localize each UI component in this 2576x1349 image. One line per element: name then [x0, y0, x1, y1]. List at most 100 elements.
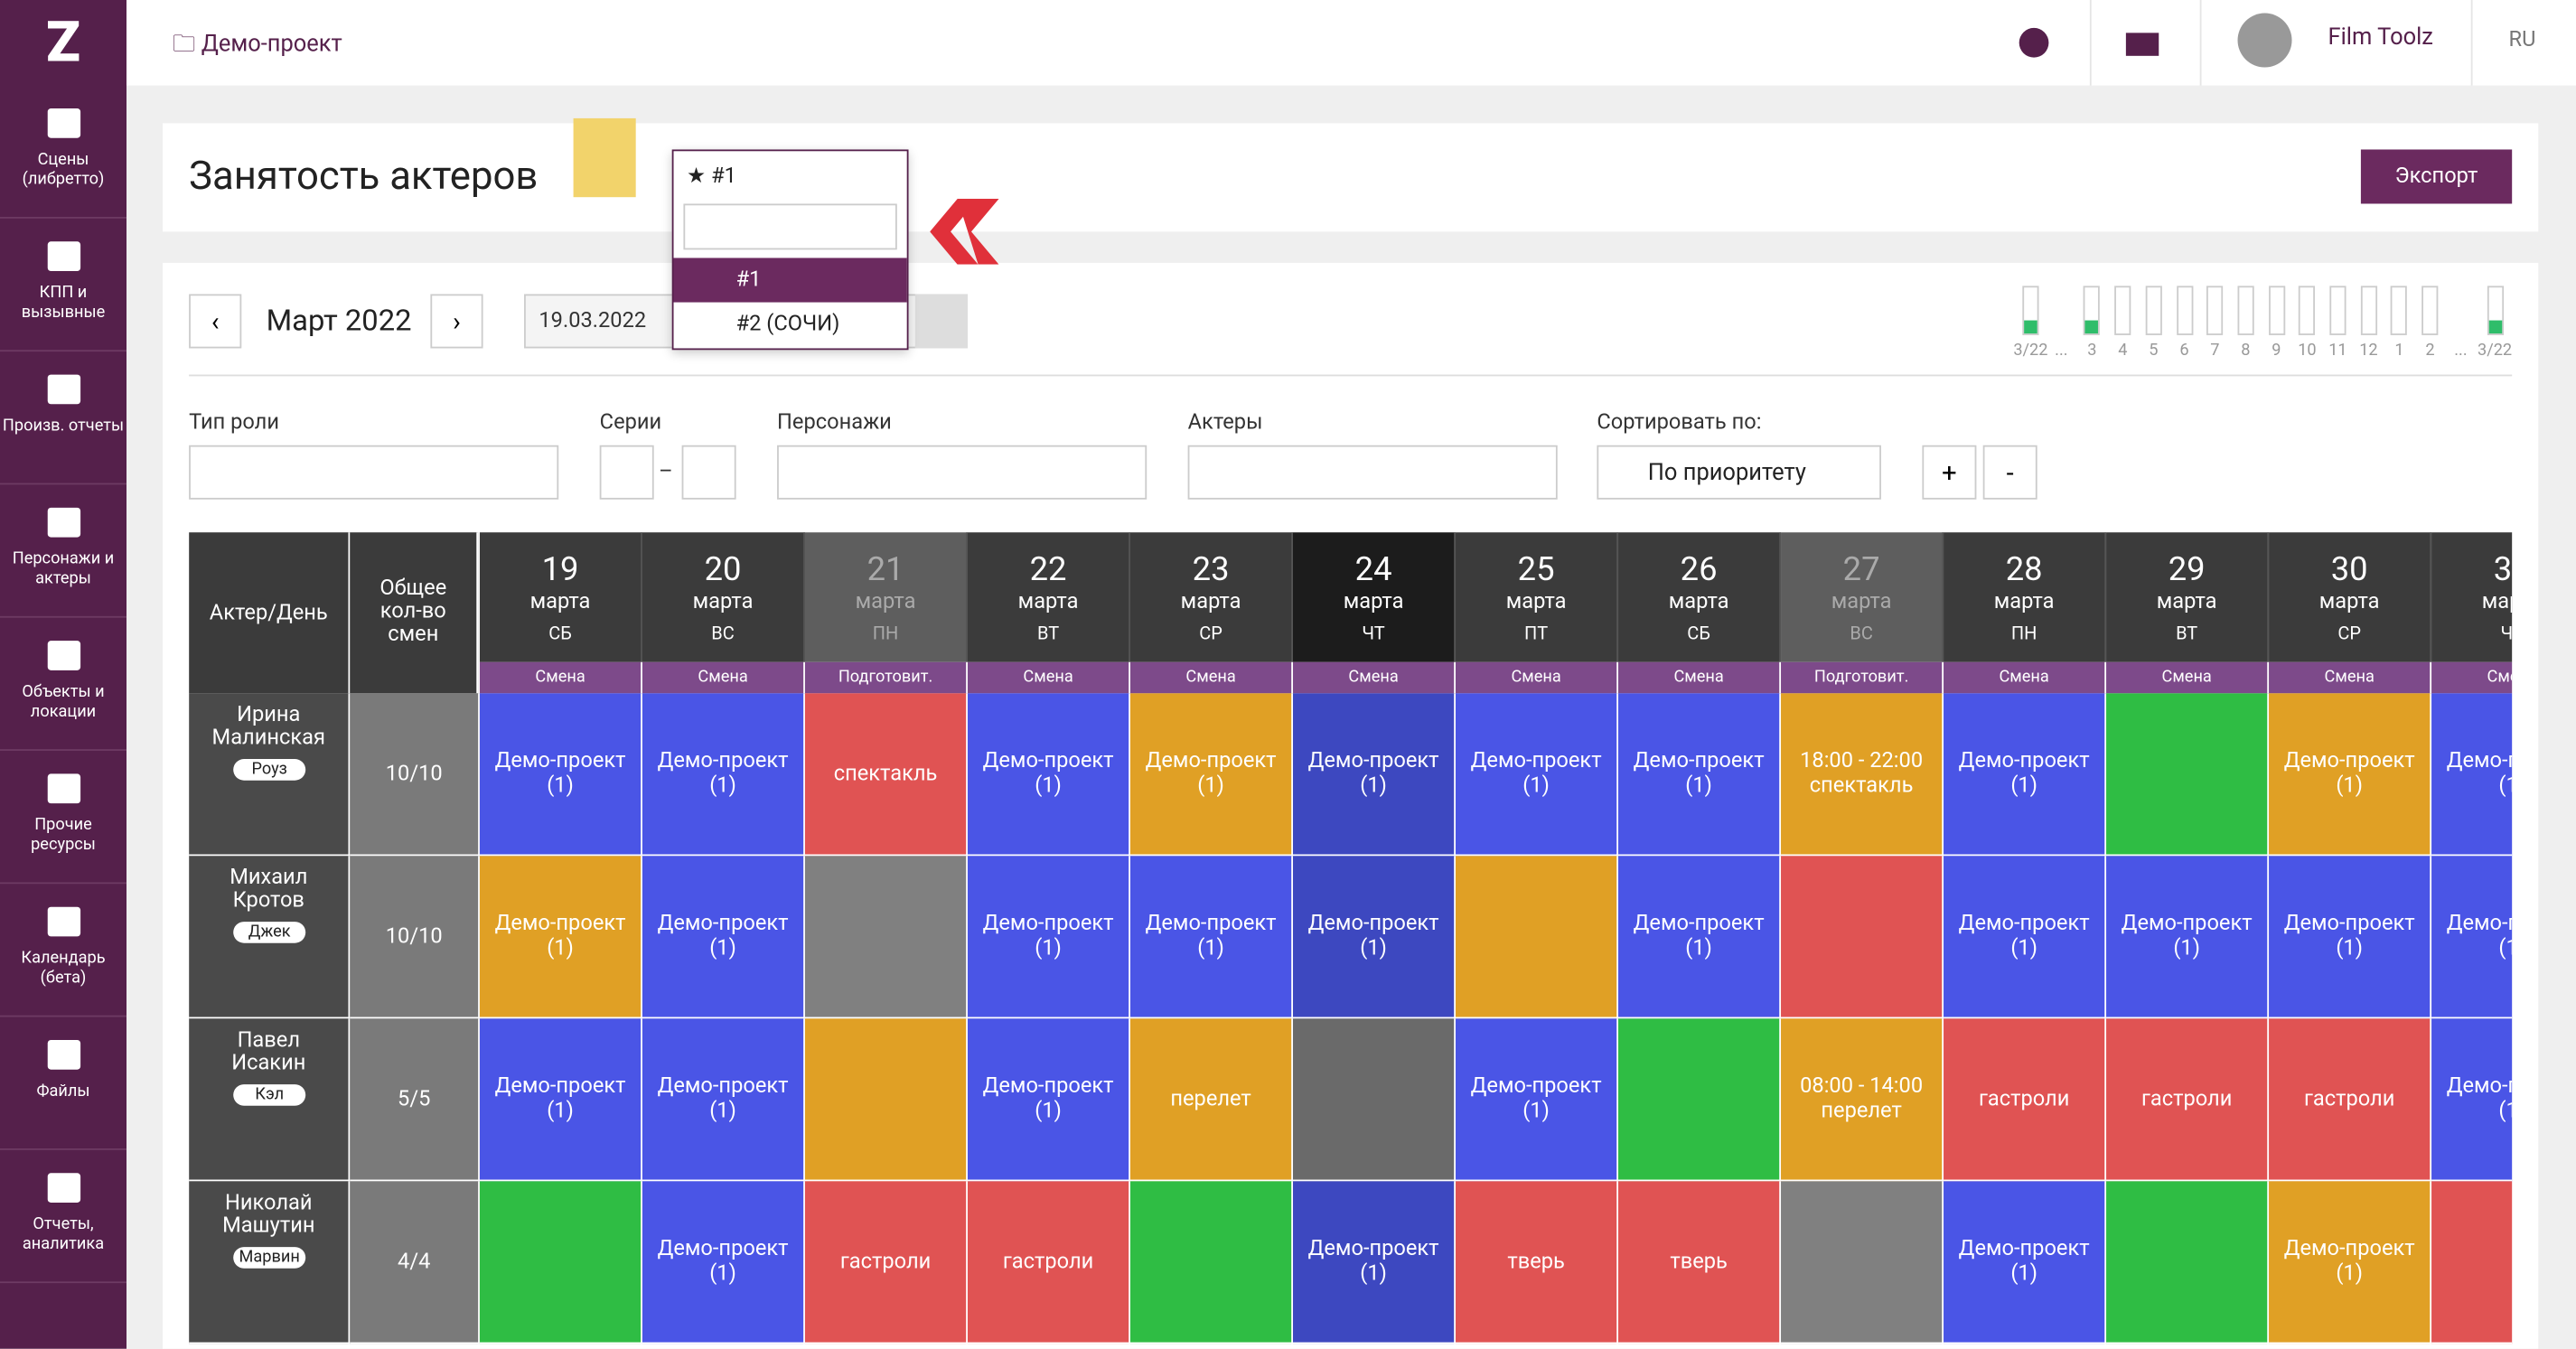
logo[interactable]: Z [46, 9, 80, 76]
dropdown-search[interactable] [683, 203, 897, 250]
schedule-cell[interactable]: Демо-проект (1) [1293, 856, 1457, 1019]
dropdown-option[interactable]: #2 (СОЧИ) [735, 312, 840, 337]
timeline-label[interactable]: 6 [2179, 342, 2189, 361]
nav-label[interactable]: Объекты и локации [22, 683, 105, 722]
nav-label[interactable]: КПП и вызывные [21, 284, 106, 323]
user-name[interactable]: Film Toolz [2328, 24, 2433, 52]
schedule-cell[interactable]: Демо-проект (1) [967, 1018, 1130, 1182]
schedule-cell[interactable]: Демо-проект (1) [1618, 693, 1782, 857]
timeline-bar[interactable] [2145, 286, 2162, 335]
timeline-label[interactable]: 4 [2118, 342, 2128, 361]
actors-input[interactable] [1187, 445, 1558, 500]
dropdown-option[interactable]: #1 [673, 258, 907, 303]
nav-label[interactable]: Отчеты, аналитика [22, 1215, 105, 1254]
role-badge[interactable]: Кэл [233, 1084, 306, 1106]
schedule-cell[interactable]: 08:00 - 14:00 перелет [1781, 1018, 1944, 1182]
schedule-cell[interactable]: Демо-проект (1) [1293, 1181, 1457, 1344]
schedule-cell[interactable]: Демо-проект (1) [1944, 1181, 2107, 1344]
characters-input[interactable] [777, 445, 1147, 500]
timeline-label[interactable]: ... [2454, 342, 2468, 361]
timeline-label[interactable]: 3/22 [2477, 342, 2513, 361]
timeline-bar[interactable] [2206, 286, 2224, 335]
timeline-bar[interactable] [2421, 286, 2439, 335]
schedule-cell[interactable] [1456, 856, 1619, 1019]
schedule-cell[interactable]: гастроли [1944, 1018, 2107, 1182]
timeline-label[interactable]: 2 [2425, 342, 2435, 361]
schedule-cell[interactable]: Демо-проект (1) [2106, 856, 2270, 1019]
schedule-cell[interactable]: Демо-проект (1) [1129, 856, 1294, 1019]
nav-label[interactable]: Календарь (бета) [21, 949, 106, 988]
series-from[interactable] [599, 445, 654, 500]
timeline-bar[interactable] [2391, 286, 2408, 335]
schedule-cell[interactable] [2106, 1181, 2270, 1344]
avatar[interactable] [2237, 13, 2292, 68]
expand-button[interactable]: + [1922, 445, 1977, 500]
help-icon[interactable] [2019, 27, 2049, 58]
schedule-cell[interactable]: гастроли [967, 1181, 1130, 1344]
nav-item[interactable]: Отчеты, аналитика [0, 1150, 127, 1284]
schedule-cell[interactable] [1781, 856, 1944, 1019]
schedule-cell[interactable]: Демо-проект (1) [2431, 856, 2513, 1019]
role-badge[interactable]: Джек [233, 922, 306, 943]
timeline-bar[interactable] [2084, 286, 2101, 335]
schedule-cell[interactable]: Демо-проект (1) [2269, 1181, 2432, 1344]
export-button[interactable]: Экспорт [2360, 149, 2513, 204]
schedule-cell[interactable]: спектакль [804, 693, 968, 857]
nav-item[interactable]: Календарь (бета) [0, 884, 127, 1017]
nav-item[interactable]: Сцены (либретто) [0, 86, 127, 219]
schedule-cell[interactable]: Демо-проект (1) [967, 693, 1130, 857]
timeline-label[interactable]: 3/22 [2013, 342, 2048, 361]
language[interactable]: RU [2508, 27, 2536, 53]
nav-item[interactable]: КПП и вызывные [0, 219, 127, 352]
schedule-cell[interactable] [1129, 1181, 1294, 1344]
nav-item[interactable]: Объекты и локации [0, 618, 127, 751]
collapse-button[interactable]: - [1982, 445, 2037, 500]
nav-item[interactable]: Персонажи и актеры [0, 484, 127, 618]
schedule-cell[interactable] [1293, 1018, 1457, 1182]
schedule-cell[interactable]: Демо-проект (1) [1944, 693, 2107, 857]
schedule-cell[interactable] [1781, 1181, 1944, 1344]
timeline-bar[interactable] [2114, 286, 2131, 335]
schedule-cell[interactable]: гастроли [2269, 1018, 2432, 1182]
nav-item[interactable]: Прочие ресурсы [0, 751, 127, 885]
next-month[interactable]: › [430, 294, 483, 349]
schedule-cell[interactable]: Демо-проект (1) [642, 1181, 805, 1344]
timeline-label[interactable]: 5 [2149, 342, 2159, 361]
schedule-cell[interactable]: Демо-проект (1) [2431, 693, 2513, 857]
schedule-cell[interactable]: гастроли [804, 1181, 968, 1344]
schedule-cell[interactable]: Демо-проект (1) [642, 856, 805, 1019]
hint-bookmark[interactable] [573, 117, 636, 198]
schedule-cell[interactable]: Демо-проект (1) [2431, 1018, 2513, 1182]
timeline-label[interactable]: 8 [2241, 342, 2251, 361]
role-badge[interactable]: Роуз [233, 759, 306, 781]
prev-month[interactable]: ‹ [189, 294, 242, 349]
timeline-label[interactable]: 11 [2328, 342, 2347, 361]
schedule-cell[interactable]: Демо-проект (1) [642, 1018, 805, 1182]
schedule-cell[interactable]: Демо-проект (1) [479, 1018, 642, 1182]
role-type-select[interactable] [189, 445, 559, 500]
schedule-cell[interactable] [1618, 1018, 1782, 1182]
schedule-cell[interactable] [804, 1018, 968, 1182]
schedule-cell[interactable]: Демо-проект (1) [2269, 856, 2432, 1019]
schedule-cell[interactable]: Демо-проект (1) [642, 693, 805, 857]
schedule-cell[interactable]: гастроли [2106, 1018, 2270, 1182]
series-to[interactable] [681, 445, 736, 500]
schedule-cell[interactable]: Демо-проект (1) [1456, 1018, 1619, 1182]
nav-label[interactable]: Сцены (либретто) [22, 151, 105, 190]
actor-name[interactable]: Ирина Малинская [211, 703, 325, 751]
schedule-cell[interactable]: Демо-проект (1) [1618, 856, 1782, 1019]
timeline-bar[interactable] [2299, 286, 2316, 335]
schedule-cell[interactable]: Демо-проект (1) [1944, 856, 2107, 1019]
nav-label[interactable]: Произв. отчеты [2, 417, 125, 436]
nav-label[interactable]: Прочие ресурсы [31, 816, 96, 855]
schedule-cell[interactable]: Демо-проект (1) [1293, 693, 1457, 857]
calendar-button[interactable] [914, 294, 968, 349]
nav-label[interactable]: Файлы [36, 1082, 90, 1101]
schedule-cell[interactable]: Демо-проект (1) [479, 856, 642, 1019]
timeline-bar[interactable] [2486, 286, 2504, 335]
timeline-bar[interactable] [2360, 286, 2377, 335]
nav-label[interactable]: Персонажи и актеры [12, 550, 115, 588]
schedule-cell[interactable]: тверь [1618, 1181, 1782, 1344]
timeline-label[interactable]: 9 [2272, 342, 2281, 361]
schedule-cell[interactable]: Демо-проект (1) [479, 693, 642, 857]
